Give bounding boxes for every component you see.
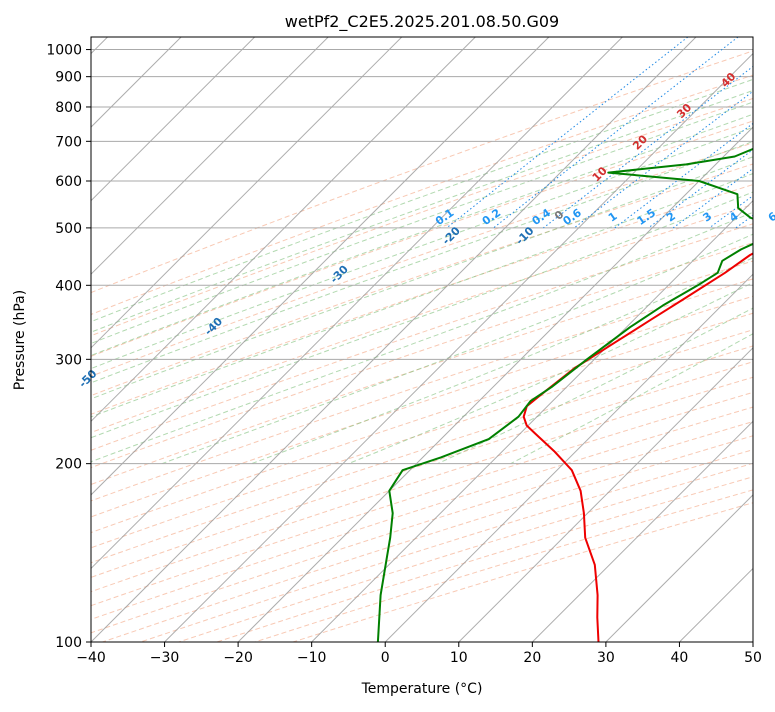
y-tick-label: 400	[55, 278, 82, 294]
isotherm-line	[753, 37, 775, 642]
y-tick-label: 800	[55, 100, 82, 116]
x-tick-label: 40	[671, 650, 689, 666]
x-tick-label: 50	[744, 650, 762, 666]
isotherm-line	[679, 37, 775, 642]
x-tick-label: 30	[597, 650, 615, 666]
isotherm-line	[0, 37, 402, 642]
x-tick-label: 10	[450, 650, 468, 666]
moist-adiabat-line	[511, 37, 775, 464]
dry-adiabat-line	[293, 37, 775, 642]
chart-title: wetPf2_C2E5.2025.201.08.50.G09	[285, 12, 559, 32]
dry-adiabat-line	[103, 37, 775, 642]
isotherm-line	[0, 37, 255, 642]
moist-adiabat-line	[86, 37, 775, 464]
isotherm-line	[459, 37, 775, 642]
y-tick-label: 200	[55, 457, 82, 473]
mixing-ratio-line	[673, 37, 775, 228]
y-tick-label: 900	[55, 70, 82, 86]
mixing-ratio-label: 2	[664, 210, 678, 225]
mixing-ratio-label: 1.5	[635, 206, 658, 228]
y-tick-label: 1000	[46, 43, 82, 59]
x-tick-label: 20	[523, 650, 541, 666]
mixing-ratio-label: 0.2	[480, 206, 503, 228]
mixing-ratio-label: 1	[606, 210, 620, 225]
x-tick-label: 0	[381, 650, 390, 666]
x-tick-label: −40	[76, 650, 106, 666]
plot-frame	[91, 37, 753, 642]
y-tick-label: 300	[55, 352, 82, 368]
mixing-ratio-label: 3	[700, 210, 714, 225]
mixing-ratio-label: 6	[766, 209, 775, 224]
dry-adiabat-label: -40	[202, 315, 225, 338]
mixing-ratio-line	[736, 37, 775, 228]
y-axis-label: Pressure (hPa)	[12, 290, 28, 390]
moist-adiabat-line	[348, 37, 775, 464]
moist-adiabat-label: 20	[630, 132, 650, 152]
y-tick-label: 600	[55, 174, 82, 190]
x-axis-label: Temperature (°C)	[361, 681, 483, 697]
temperature-profile-line	[524, 67, 775, 642]
moist-adiabat-label: 30	[674, 101, 694, 121]
isotherm-line	[606, 37, 775, 642]
moist-adiabat-label: 40	[718, 70, 738, 90]
x-tick-label: −10	[297, 650, 327, 666]
isotherm-line	[17, 37, 622, 642]
y-tick-label: 100	[55, 635, 82, 651]
moist-adiabat-line	[162, 37, 775, 464]
isotherm-line	[165, 37, 770, 642]
x-tick-label: −30	[150, 650, 180, 666]
dry-adiabat-label: -50	[76, 367, 99, 390]
dry-adiabat-line	[179, 37, 775, 642]
x-tick-label: −20	[223, 650, 253, 666]
y-tick-label: 500	[55, 221, 82, 237]
mixing-ratio-label: 0.4	[530, 206, 554, 228]
isotherm-line	[91, 37, 696, 642]
isotherm-line	[238, 37, 775, 642]
y-tick-label: 700	[55, 134, 82, 150]
